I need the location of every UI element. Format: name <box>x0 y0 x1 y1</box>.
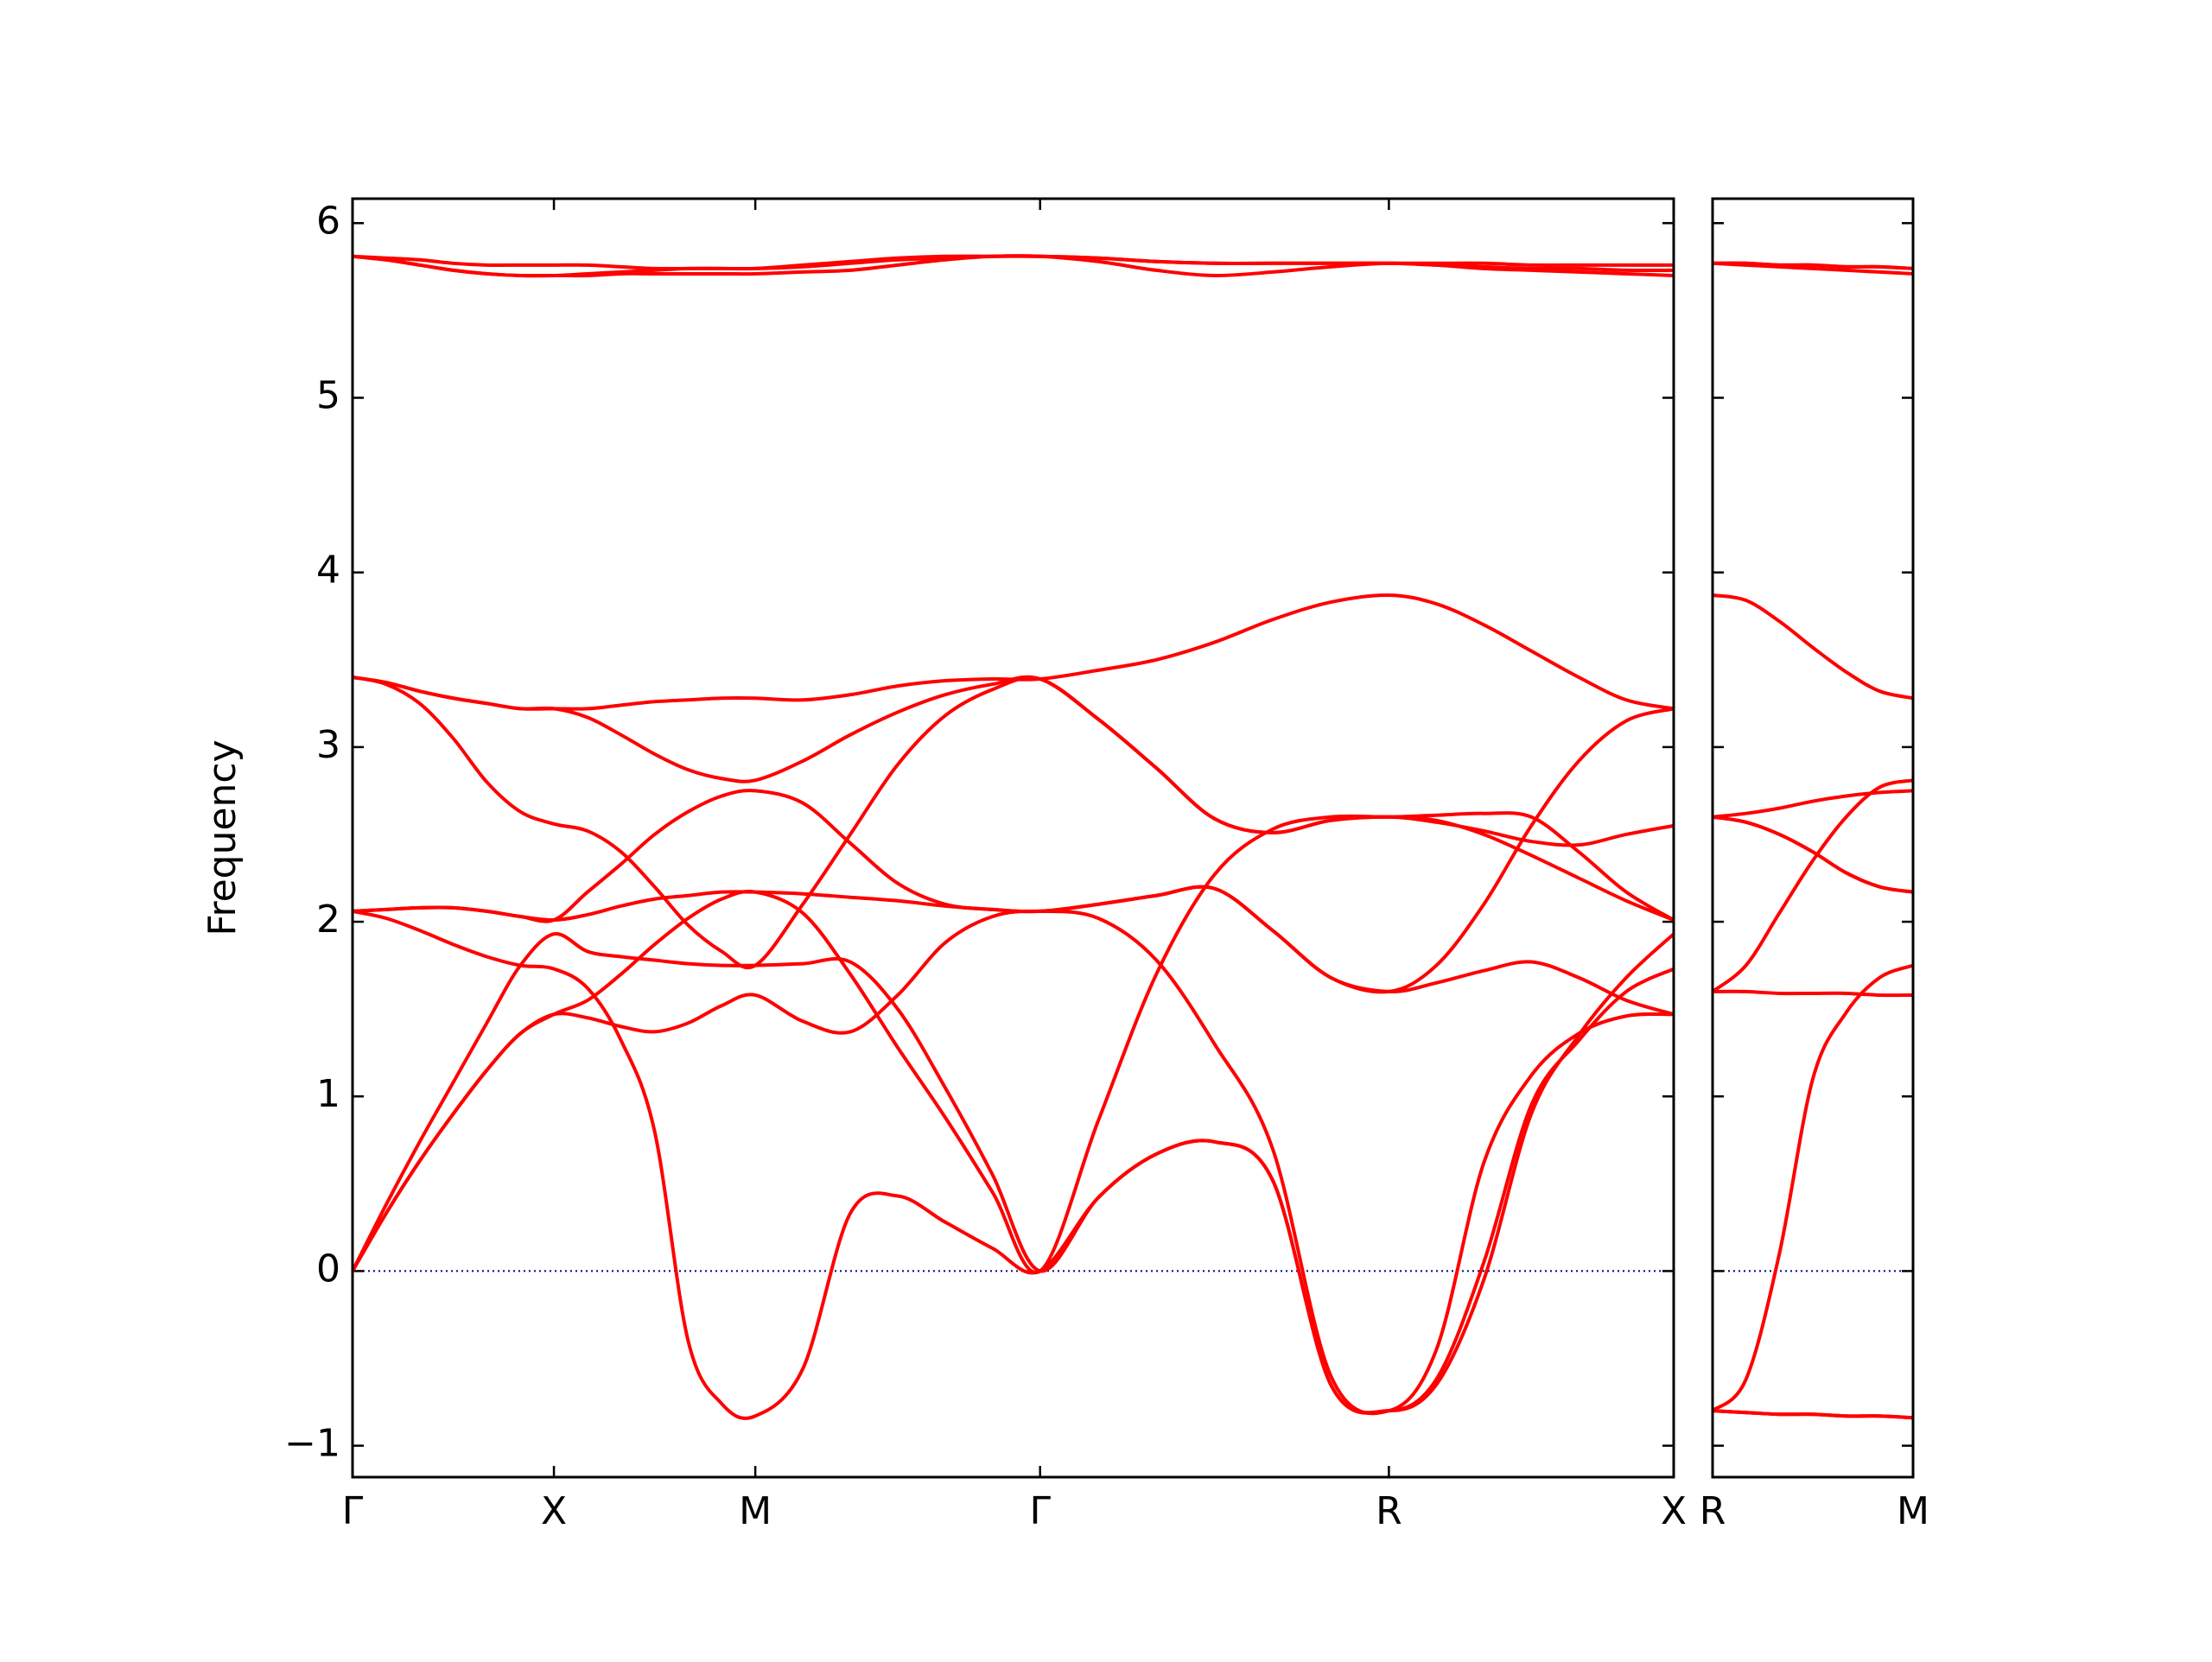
band-line <box>352 593 1675 711</box>
band-line <box>352 885 1675 1017</box>
band-line <box>352 909 1675 1420</box>
x-tick-label: X <box>1661 1489 1687 1533</box>
x-tick-label: M <box>739 1489 772 1533</box>
band-line <box>351 909 1675 1416</box>
band-line <box>1712 261 1914 270</box>
band-line <box>352 675 1675 847</box>
x-tick-label: Γ <box>1029 1489 1051 1533</box>
plot-frame <box>351 197 1675 1479</box>
x-tick-label: Γ <box>342 1489 364 1533</box>
x-tick-label: R <box>1376 1489 1402 1533</box>
band-line <box>352 254 1674 271</box>
x-tick-label: R <box>1700 1489 1726 1533</box>
band-line <box>352 707 1675 994</box>
band-line <box>1712 593 1914 701</box>
x-tick-label: M <box>1897 1489 1929 1533</box>
band-line <box>1712 815 1914 894</box>
band-line <box>1712 789 1914 819</box>
band-line <box>1712 989 1914 998</box>
y-tick-label: 1 <box>316 1072 340 1116</box>
y-axis-label: Frequency <box>200 739 245 936</box>
band-line <box>1712 1409 1914 1420</box>
plot-frame <box>1711 197 1915 1479</box>
y-tick-label: 5 <box>316 373 340 417</box>
band-line <box>352 676 1675 969</box>
band-line <box>351 932 1675 1415</box>
band-line <box>1712 815 1914 894</box>
y-tick-label: 6 <box>316 199 340 243</box>
band-line <box>352 254 1675 278</box>
band-line <box>1712 261 1914 276</box>
band-line <box>1711 778 1914 993</box>
band-line <box>1711 963 1914 1412</box>
y-tick-label: 3 <box>316 723 340 767</box>
x-tick-label: X <box>541 1489 567 1533</box>
y-tick-label: −1 <box>284 1422 340 1466</box>
y-tick-label: 0 <box>316 1246 340 1291</box>
band-line <box>351 811 1675 1275</box>
y-tick-label: 4 <box>316 549 340 593</box>
y-tick-label: 2 <box>316 898 340 942</box>
